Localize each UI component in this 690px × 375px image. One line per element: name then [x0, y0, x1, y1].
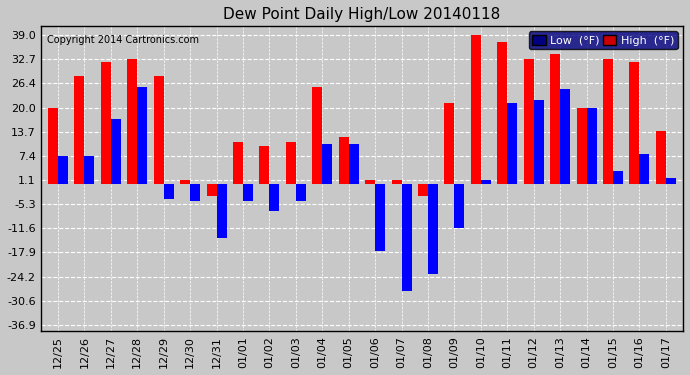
Bar [613, 171, 623, 184]
Bar [603, 60, 613, 184]
Bar [629, 62, 640, 184]
Bar [455, 184, 464, 228]
Legend: Low  (°F), High  (°F): Low (°F), High (°F) [529, 32, 678, 49]
Text: Copyright 2014 Cartronics.com: Copyright 2014 Cartronics.com [47, 35, 199, 45]
Bar [190, 184, 200, 201]
Bar [418, 184, 428, 196]
Title: Dew Point Daily High/Low 20140118: Dew Point Daily High/Low 20140118 [224, 7, 500, 22]
Bar [259, 146, 269, 184]
Bar [164, 184, 174, 200]
Bar [233, 142, 243, 184]
Bar [127, 60, 137, 184]
Bar [402, 184, 412, 291]
Bar [269, 184, 279, 211]
Bar [206, 184, 217, 196]
Bar [586, 108, 597, 184]
Bar [296, 184, 306, 201]
Bar [365, 180, 375, 184]
Bar [286, 142, 296, 184]
Bar [550, 54, 560, 184]
Bar [481, 180, 491, 184]
Bar [444, 104, 455, 184]
Bar [322, 144, 333, 184]
Bar [640, 154, 649, 184]
Bar [339, 136, 348, 184]
Bar [560, 89, 570, 184]
Bar [75, 76, 84, 184]
Bar [428, 184, 438, 274]
Bar [577, 108, 586, 184]
Bar [137, 87, 148, 184]
Bar [375, 184, 385, 251]
Bar [391, 180, 402, 184]
Bar [180, 180, 190, 184]
Bar [58, 156, 68, 184]
Bar [534, 100, 544, 184]
Bar [524, 60, 534, 184]
Bar [313, 87, 322, 184]
Bar [497, 42, 507, 184]
Bar [471, 35, 481, 184]
Bar [348, 144, 359, 184]
Bar [656, 131, 666, 184]
Bar [84, 156, 95, 184]
Bar [48, 108, 58, 184]
Bar [666, 178, 676, 184]
Bar [217, 184, 226, 238]
Bar [111, 119, 121, 184]
Bar [507, 104, 518, 184]
Bar [243, 184, 253, 201]
Bar [154, 76, 164, 184]
Bar [101, 62, 111, 184]
